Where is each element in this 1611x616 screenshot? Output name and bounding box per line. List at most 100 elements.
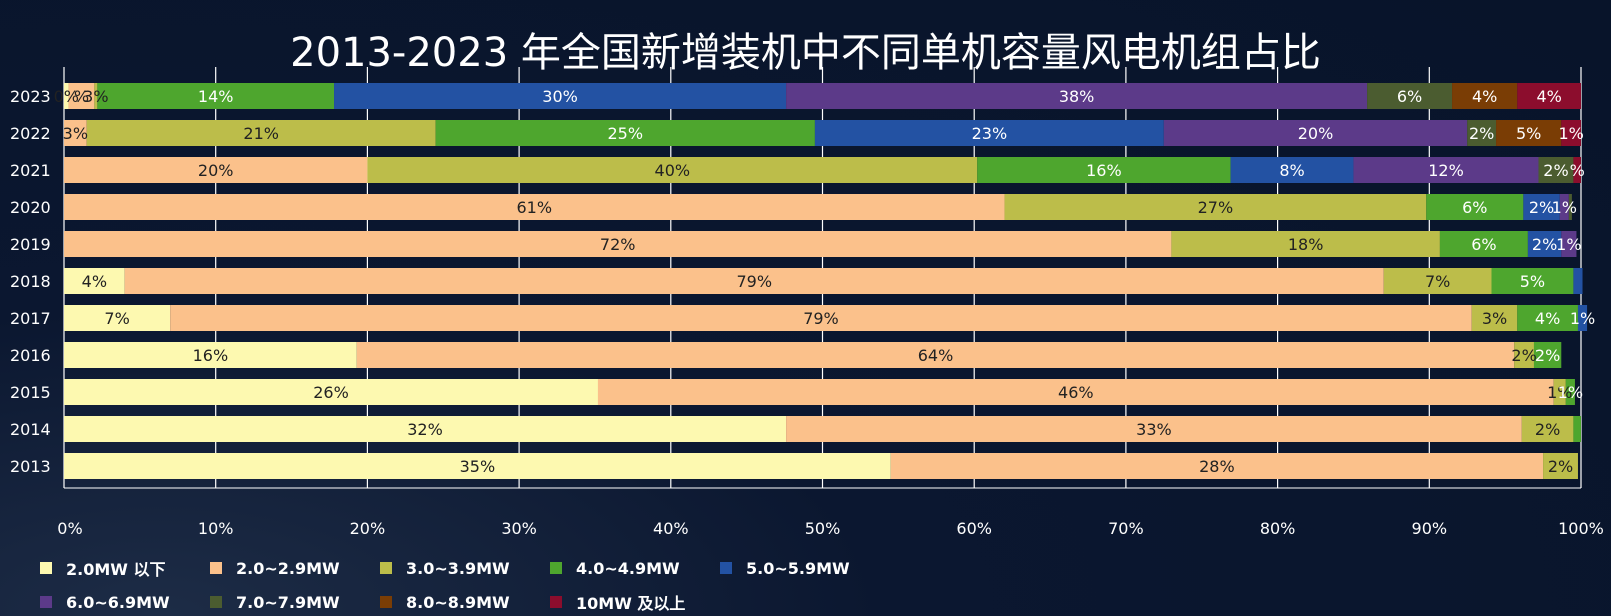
bar-segment [1491, 268, 1574, 294]
legend-swatch [720, 562, 732, 574]
data-label: 64% [918, 346, 954, 365]
bar-segment [367, 157, 978, 183]
data-label: 1% [1556, 235, 1581, 254]
bar-segment [64, 194, 1005, 220]
data-label: 2% [1548, 457, 1573, 476]
bar-segment [64, 268, 125, 294]
legend-item: 6.0~6.9MW [40, 590, 210, 614]
data-label: 4% [82, 272, 107, 291]
bar-segment [1517, 305, 1578, 331]
x-tick-label: 60% [956, 519, 992, 538]
bar-segment [64, 342, 357, 368]
bar-segment [786, 83, 1368, 109]
data-label: 79% [736, 272, 772, 291]
y-category-label: 2018 [10, 272, 51, 291]
y-category-label: 2023 [10, 87, 51, 106]
data-label: 8% [1279, 161, 1304, 180]
bar-segment [1559, 194, 1569, 220]
labels-layer: 0%%3% 14% 30% 38% 6% 4% 4%3% 21% 25% 23% 20% 2% 5% 1%… [54, 87, 1596, 476]
legend-item: 2.0MW 以下 [40, 556, 210, 580]
data-label: 6% [1462, 198, 1487, 217]
bar-segment [64, 120, 87, 146]
data-label: 2% [1543, 161, 1568, 180]
data-label: 2% [1535, 346, 1560, 365]
x-tick-label: 10% [198, 519, 234, 538]
bars-layer [64, 83, 1588, 479]
bar-segment [1426, 194, 1524, 220]
bar-segment [1004, 194, 1427, 220]
legend-item: 4.0~4.9MW [550, 556, 720, 580]
bar-segment [124, 268, 1384, 294]
data-label: 21% [243, 124, 279, 143]
data-label: % [1570, 161, 1585, 180]
x-tick-label: 30% [501, 519, 537, 538]
x-tick-label: 90% [1412, 519, 1448, 538]
y-category-label: 2020 [10, 198, 51, 217]
bar-segment [977, 157, 1231, 183]
bar-segment [1533, 342, 1562, 368]
data-label: 1% [1558, 383, 1583, 402]
data-label: 26% [313, 383, 349, 402]
legend-label: 6.0~6.9MW [66, 592, 170, 612]
x-tick-label: 70% [1108, 519, 1144, 538]
legend-label: 2.0MW 以下 [66, 560, 166, 579]
bar-segment [1561, 231, 1577, 257]
x-tick-label: 50% [805, 519, 841, 538]
bar-segment [1471, 305, 1518, 331]
data-label: 4% [1536, 87, 1561, 106]
data-label: 2% [1511, 346, 1536, 365]
x-tick-label: 0% [57, 519, 82, 538]
data-label: 25% [608, 124, 644, 143]
data-label: 1% [1552, 198, 1577, 217]
bar-segment [170, 305, 1472, 331]
bar-segment [97, 83, 335, 109]
bar-segment [1577, 305, 1588, 331]
legend-swatch [210, 562, 222, 574]
legend: 2.0MW 以下 2.0~2.9MW 3.0~3.9MW 4.0~4.9MW 5.0~5… [40, 556, 940, 614]
bar-segment [1353, 157, 1539, 183]
bar-segment [1543, 453, 1578, 479]
bar-segment [1171, 231, 1440, 257]
y-category-label: 2022 [10, 124, 51, 143]
data-label: 46% [1058, 383, 1094, 402]
bar-segment [64, 157, 368, 183]
data-label: 27% [1198, 198, 1234, 217]
data-label: 5% [1516, 124, 1541, 143]
data-label: 14% [198, 87, 234, 106]
legend-item: 8.0~8.9MW [380, 590, 550, 614]
data-label: 6% [1397, 87, 1422, 106]
data-label: 4% [1535, 309, 1560, 328]
bar-segment [435, 120, 815, 146]
data-label: 23% [972, 124, 1008, 143]
legend-label: 3.0~3.9MW [406, 558, 510, 578]
data-label: 16% [1086, 161, 1122, 180]
bar-segment [334, 83, 787, 109]
bar-segment [1367, 83, 1453, 109]
legend-item: 5.0~5.9MW [720, 556, 890, 580]
bar-segment [1383, 268, 1492, 294]
bar-segment [1527, 231, 1562, 257]
data-label: 1% [1547, 383, 1572, 402]
legend-item: 2.0~2.9MW [210, 556, 380, 580]
data-label: 12% [1428, 161, 1464, 180]
bar-segment [1452, 83, 1518, 109]
data-label: 18% [1288, 235, 1324, 254]
y-category-label: 2017 [10, 309, 51, 328]
chart-title: 2013-2023 年全国新增装机中不同单机容量风电机组占比 [290, 30, 1321, 76]
data-label: 16% [193, 346, 229, 365]
data-label: 3% [83, 87, 108, 106]
bar-segment [1467, 120, 1497, 146]
legend-item: 10MW 及以上 [550, 590, 720, 614]
legend-label: 2.0~2.9MW [236, 558, 340, 578]
y-category-label: 2016 [10, 346, 51, 365]
data-label: 28% [1199, 457, 1235, 476]
bar-segment [86, 120, 436, 146]
data-label: 3% [1482, 309, 1507, 328]
data-label: 30% [542, 87, 578, 106]
bar-segment [1523, 194, 1560, 220]
data-label: 2% [1535, 420, 1560, 439]
data-label: 20% [198, 161, 234, 180]
data-label: 20% [1298, 124, 1334, 143]
data-label: 1% [1570, 309, 1595, 328]
